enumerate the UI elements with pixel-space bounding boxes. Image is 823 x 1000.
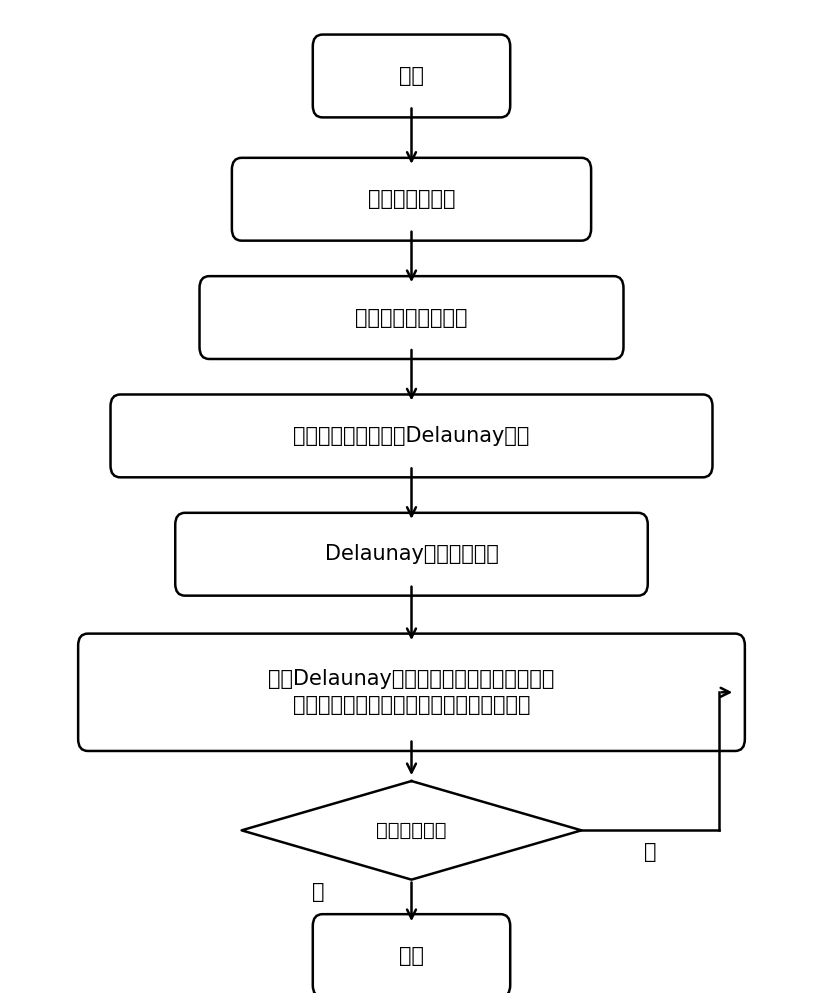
Text: Delaunay空腔边界提取: Delaunay空腔边界提取 [324, 544, 499, 564]
FancyBboxPatch shape [313, 35, 510, 117]
FancyBboxPatch shape [313, 914, 510, 997]
Text: 开始: 开始 [399, 66, 424, 86]
Text: 建立初始四面体网络: 建立初始四面体网络 [356, 308, 467, 328]
Text: 删除Delaunay空腔的四面体，生成新的四面
体，并更新拓扑关系，生成新的四面体网络: 删除Delaunay空腔的四面体，生成新的四面 体，并更新拓扑关系，生成新的四面… [268, 669, 555, 715]
Text: 否: 否 [644, 842, 657, 862]
Text: 离散点集预处理: 离散点集预处理 [368, 189, 455, 209]
FancyBboxPatch shape [199, 276, 624, 359]
FancyBboxPatch shape [110, 394, 713, 477]
Text: 是: 是 [312, 882, 325, 902]
Polygon shape [242, 781, 581, 880]
FancyBboxPatch shape [232, 158, 591, 241]
Text: 结束: 结束 [399, 946, 424, 966]
Text: 最后一个点？: 最后一个点？ [376, 821, 447, 840]
FancyBboxPatch shape [78, 634, 745, 751]
FancyBboxPatch shape [175, 513, 648, 596]
Text: 点定位，并确定点的Delaunay空腔: 点定位，并确定点的Delaunay空腔 [293, 426, 530, 446]
